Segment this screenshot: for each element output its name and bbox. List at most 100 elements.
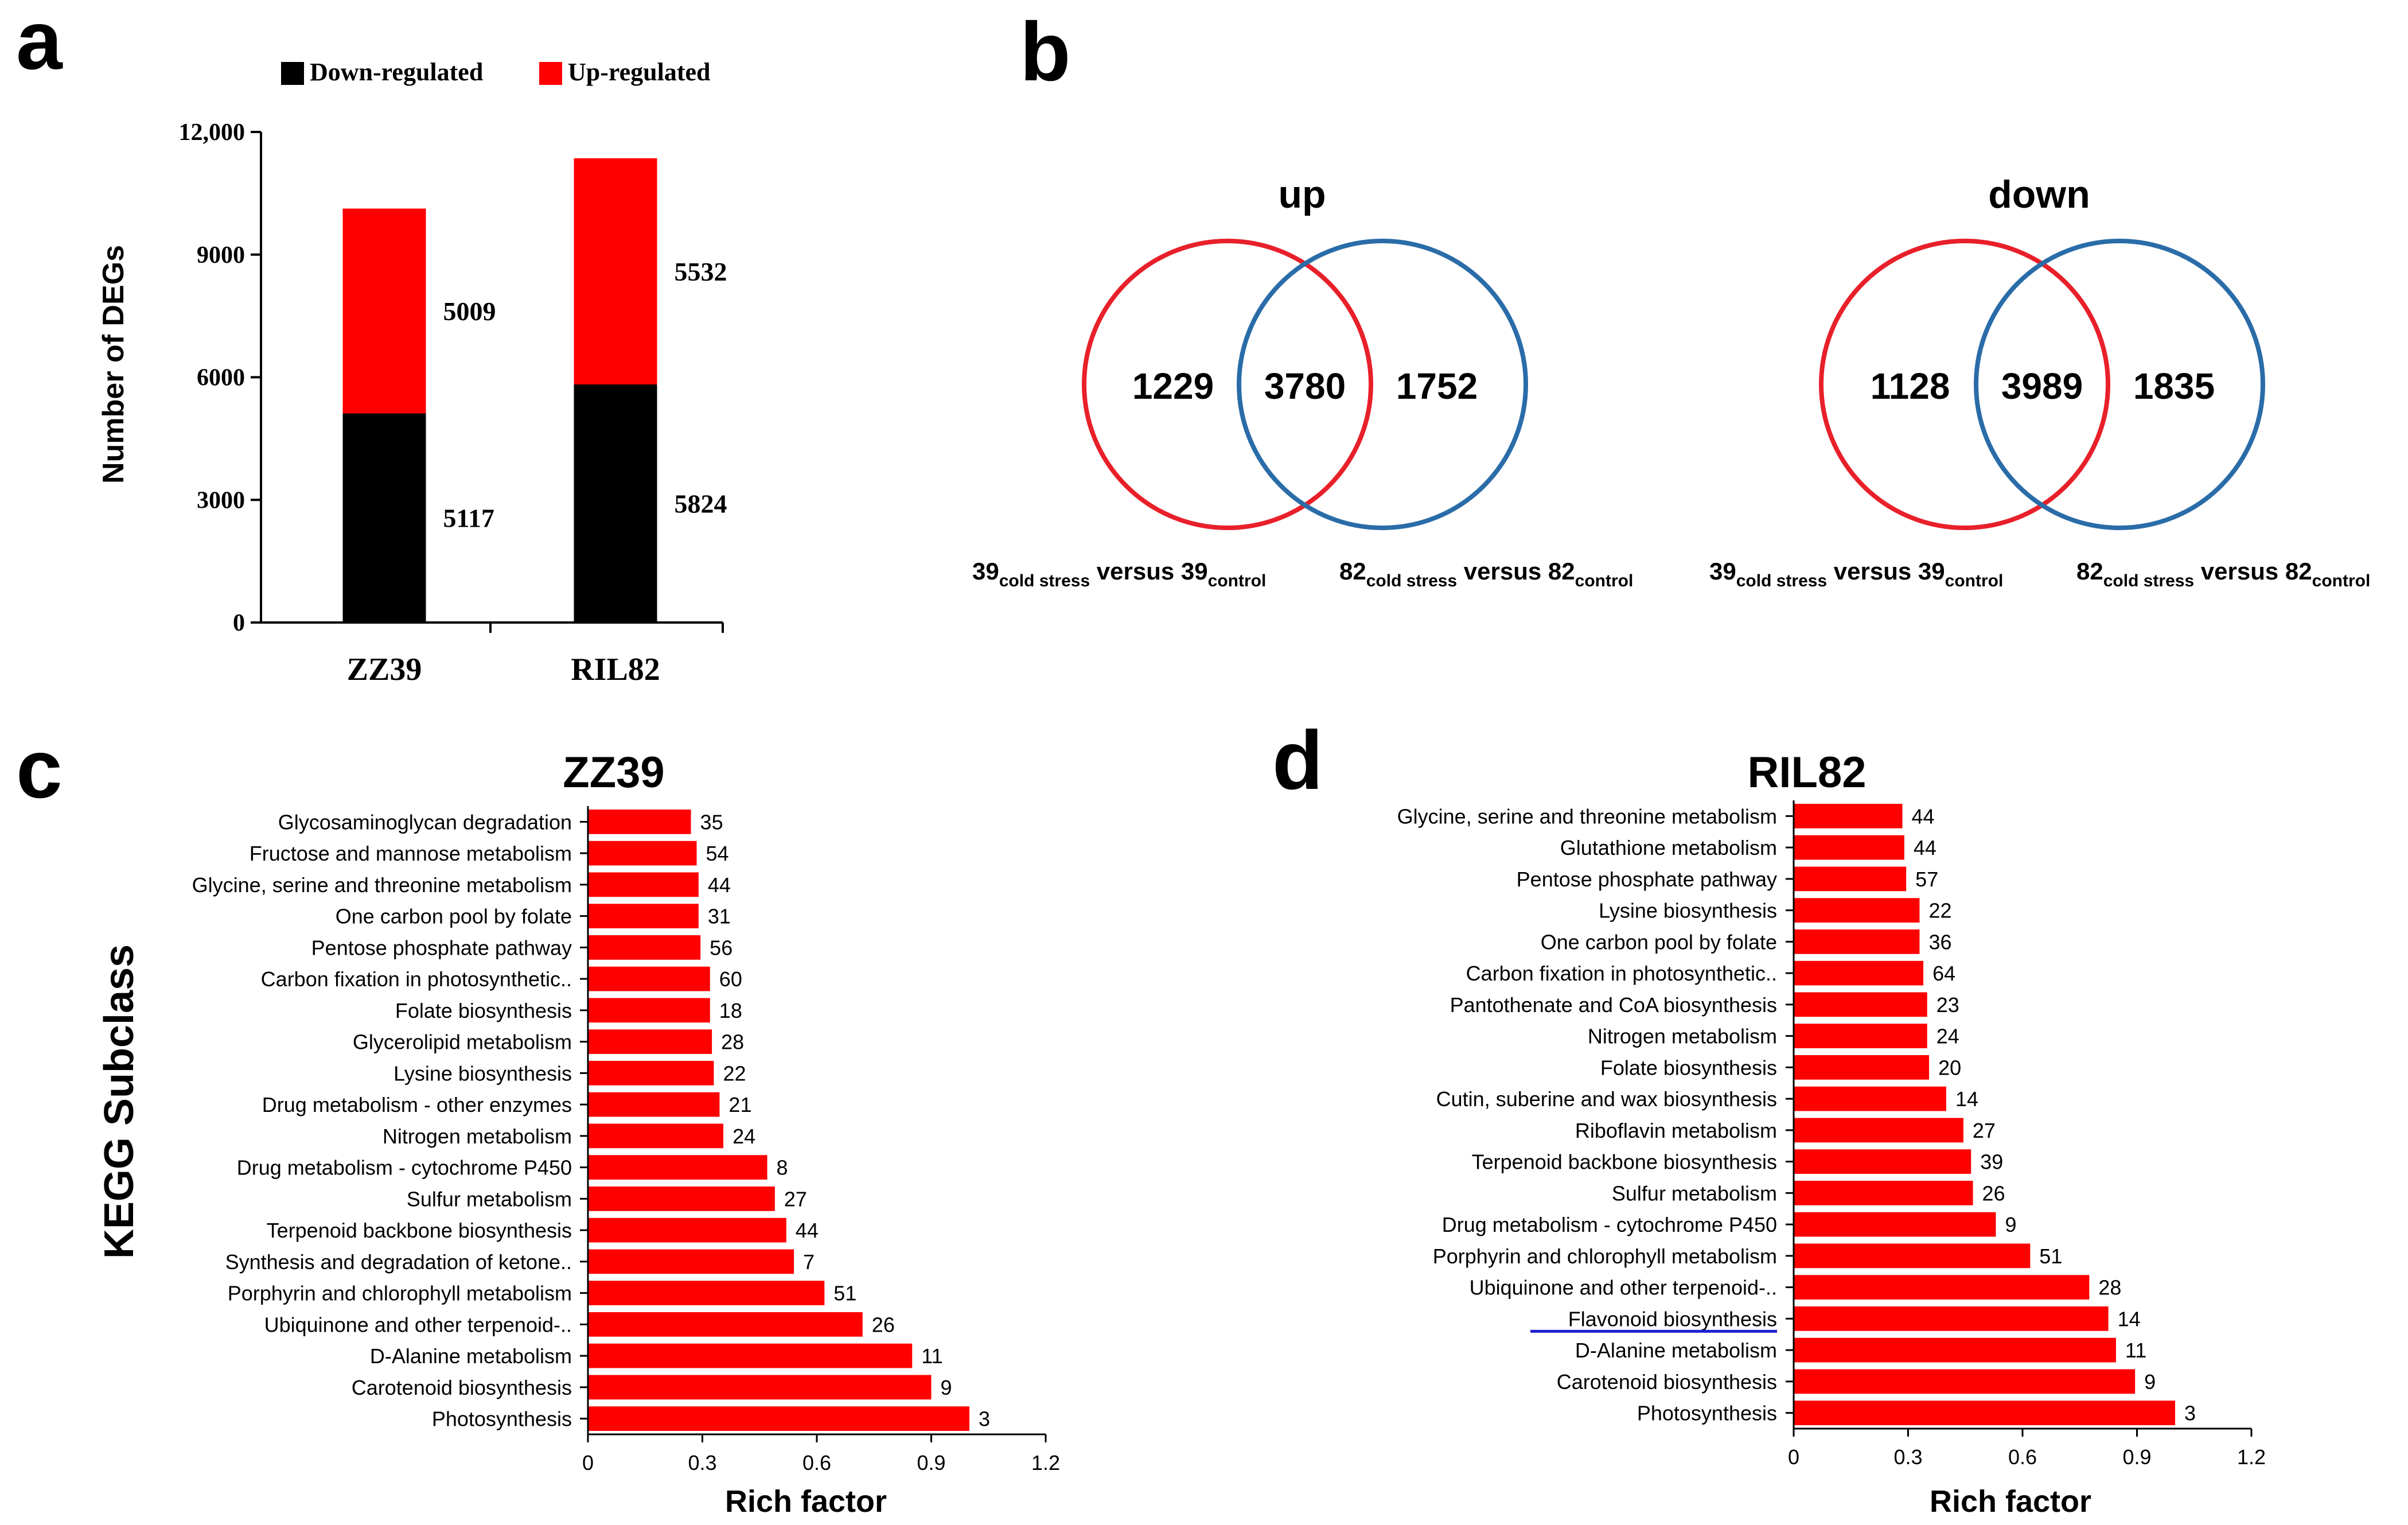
bar-ubiquinone-and-other-terpenoid (588, 1312, 863, 1337)
gene-count-label: 22 (723, 1061, 746, 1085)
set-sub: cold stress (1736, 571, 1827, 590)
gene-count-label: 28 (721, 1030, 744, 1054)
venn-up-left-only: 1229 (1132, 365, 1214, 407)
category-label: Pentose phosphate pathway (311, 936, 572, 959)
gene-count-label: 35 (700, 810, 723, 834)
venn-up-left-circle (1082, 239, 1373, 530)
gene-count-label: 11 (2125, 1339, 2146, 1362)
category-label: Carotenoid biosynthesis (1557, 1370, 1777, 1394)
gene-count-label: 3 (2184, 1402, 2196, 1425)
bar-flavonoid-biosynthesis (1794, 1306, 2109, 1331)
panel-c-x-axis-label: Rich factor (725, 1484, 887, 1519)
bar-cutin-suberine-and-wax-biosynthesis (1794, 1086, 1946, 1111)
gene-count-label: 28 (2098, 1276, 2121, 1300)
bar-photosynthesis (1794, 1400, 2175, 1425)
gene-count-label: 8 (777, 1156, 788, 1180)
venn-up-right-only: 1752 (1396, 365, 1478, 407)
bar-carbon-fixation-in-photosynthetic (588, 966, 710, 991)
set-main: 82 (1339, 558, 1366, 585)
bar-lysine-biosynthesis (588, 1061, 714, 1086)
gene-count-label: 11 (921, 1344, 942, 1368)
gene-count-label: 9 (941, 1376, 952, 1399)
category-label: Photosynthesis (1637, 1402, 1777, 1425)
gene-count-label: 39 (1980, 1150, 2003, 1174)
bar-zz39-down (342, 413, 426, 623)
bar-porphyrin-and-chlorophyll-metabolism (588, 1281, 825, 1305)
category-label: Glycosaminoglycan degradation (278, 810, 572, 834)
set-sub: cold stress (2103, 571, 2194, 590)
category-label: Lysine biosynthesis (1599, 899, 1777, 923)
set-sub: control (2312, 571, 2371, 590)
venn-down-title: down (1988, 173, 2090, 216)
bar-nitrogen-metabolism (588, 1123, 724, 1149)
panel-d-chart: Glycine, serine and threonine metabolism… (1397, 800, 2266, 1469)
panel-d-title: RIL82 (1748, 748, 1867, 797)
bar-porphyrin-and-chlorophyll-metabolism (1794, 1243, 2031, 1269)
category-label: Nitrogen metabolism (383, 1125, 572, 1148)
x-tick-label: 0 (582, 1451, 594, 1475)
gene-count-label: 27 (1973, 1119, 1996, 1142)
category-label: Pentose phosphate pathway (1517, 867, 1777, 891)
bar-ril82-down (574, 384, 657, 623)
x-tick-label: 0.3 (1893, 1445, 1922, 1469)
set-main: 39 (1709, 558, 1736, 585)
venn-down-left-circle (1819, 239, 2110, 530)
set-mid: versus 82 (1457, 558, 1575, 585)
category-label: Folate biosynthesis (395, 999, 572, 1022)
x-tick-label: 0.6 (2008, 1445, 2037, 1469)
bar-value-label: 5009 (443, 297, 496, 326)
category-label: One carbon pool by folate (1541, 930, 1777, 954)
category-label: Sulfur metabolism (1612, 1181, 1777, 1205)
panel-d-x-axis-label: Rich factor (1930, 1484, 2091, 1519)
category-label: Flavonoid biosynthesis (1568, 1307, 1777, 1331)
legend-label-down: Down-regulated (310, 58, 483, 86)
category-label: Terpenoid backbone biosynthesis (267, 1219, 572, 1242)
bar-nitrogen-metabolism (1794, 1024, 1927, 1048)
bar-pentose-phosphate-pathway (588, 935, 701, 960)
panel-a-bars: 5117 5009 ZZ39 5824 5532 RIL82 (342, 158, 727, 687)
gene-count-label: 26 (872, 1313, 895, 1336)
gene-count-label: 31 (708, 905, 731, 928)
venn-down-left-only: 1128 (1871, 365, 1950, 407)
gene-count-label: 44 (796, 1219, 819, 1242)
category-label: Ubiquinone and other terpenoid-.. (264, 1313, 572, 1336)
category-label: Glycine, serine and threonine metabolism (1397, 804, 1777, 828)
set-sub: cold stress (1366, 571, 1457, 590)
gene-count-label: 9 (2144, 1370, 2156, 1394)
gene-count-label: 44 (1914, 836, 1936, 859)
set-main: 82 (2076, 558, 2103, 585)
bar-glycosaminoglycan-degradation (588, 810, 691, 834)
gene-count-label: 44 (708, 873, 731, 897)
panel-label-a: a (16, 0, 63, 87)
gene-count-label: 7 (803, 1250, 815, 1274)
venn-down-overlap: 3989 (2001, 365, 2083, 407)
y-tick-label: 9000 (197, 242, 245, 269)
panel-a-axes: 0 3000 6000 9000 12,000 (179, 119, 724, 636)
panel-c-kegg-zz39: ZZ39 KEGG Subclass Rich factor Glycosami… (96, 748, 1060, 1519)
set-mid: versus 39 (1827, 558, 1945, 585)
x-category-label: ZZ39 (347, 652, 422, 687)
panel-b-venn-diagrams: up 1229 3780 1752 39cold stress versus 3… (972, 173, 2370, 590)
gene-count-label: 21 (728, 1093, 751, 1116)
gene-count-label: 14 (1955, 1087, 1978, 1111)
bar-zz39-up (342, 208, 426, 414)
bar-carbon-fixation-in-photosynthetic (1794, 960, 1924, 986)
bar-pantothenate-and-coa-biosynthesis (1794, 992, 1927, 1017)
gene-count-label: 51 (833, 1282, 856, 1305)
category-label: D-Alanine metabolism (370, 1344, 572, 1368)
bar-carotenoid-biosynthesis (588, 1375, 932, 1400)
venn-up-right-set-label: 82cold stress versus 82control (1339, 558, 1633, 590)
bar-one-carbon-pool-by-folate (1794, 929, 1920, 954)
y-tick-label: 0 (233, 610, 245, 636)
bar-value-label: 5532 (675, 257, 727, 286)
bar-d-alanine-metabolism (1794, 1337, 2116, 1363)
category-label: Pantothenate and CoA biosynthesis (1450, 993, 1777, 1017)
category-label: Terpenoid backbone biosynthesis (1472, 1150, 1777, 1174)
venn-down-right-only: 1835 (2133, 365, 2215, 407)
panel-a-legend: Down-regulated Up-regulated (281, 58, 711, 86)
category-label: Drug metabolism - cytochrome P450 (237, 1156, 572, 1180)
venn-up-left-set-label: 39cold stress versus 39control (972, 558, 1266, 590)
category-label: Nitrogen metabolism (1588, 1025, 1777, 1048)
category-label: Sulfur metabolism (407, 1187, 572, 1211)
